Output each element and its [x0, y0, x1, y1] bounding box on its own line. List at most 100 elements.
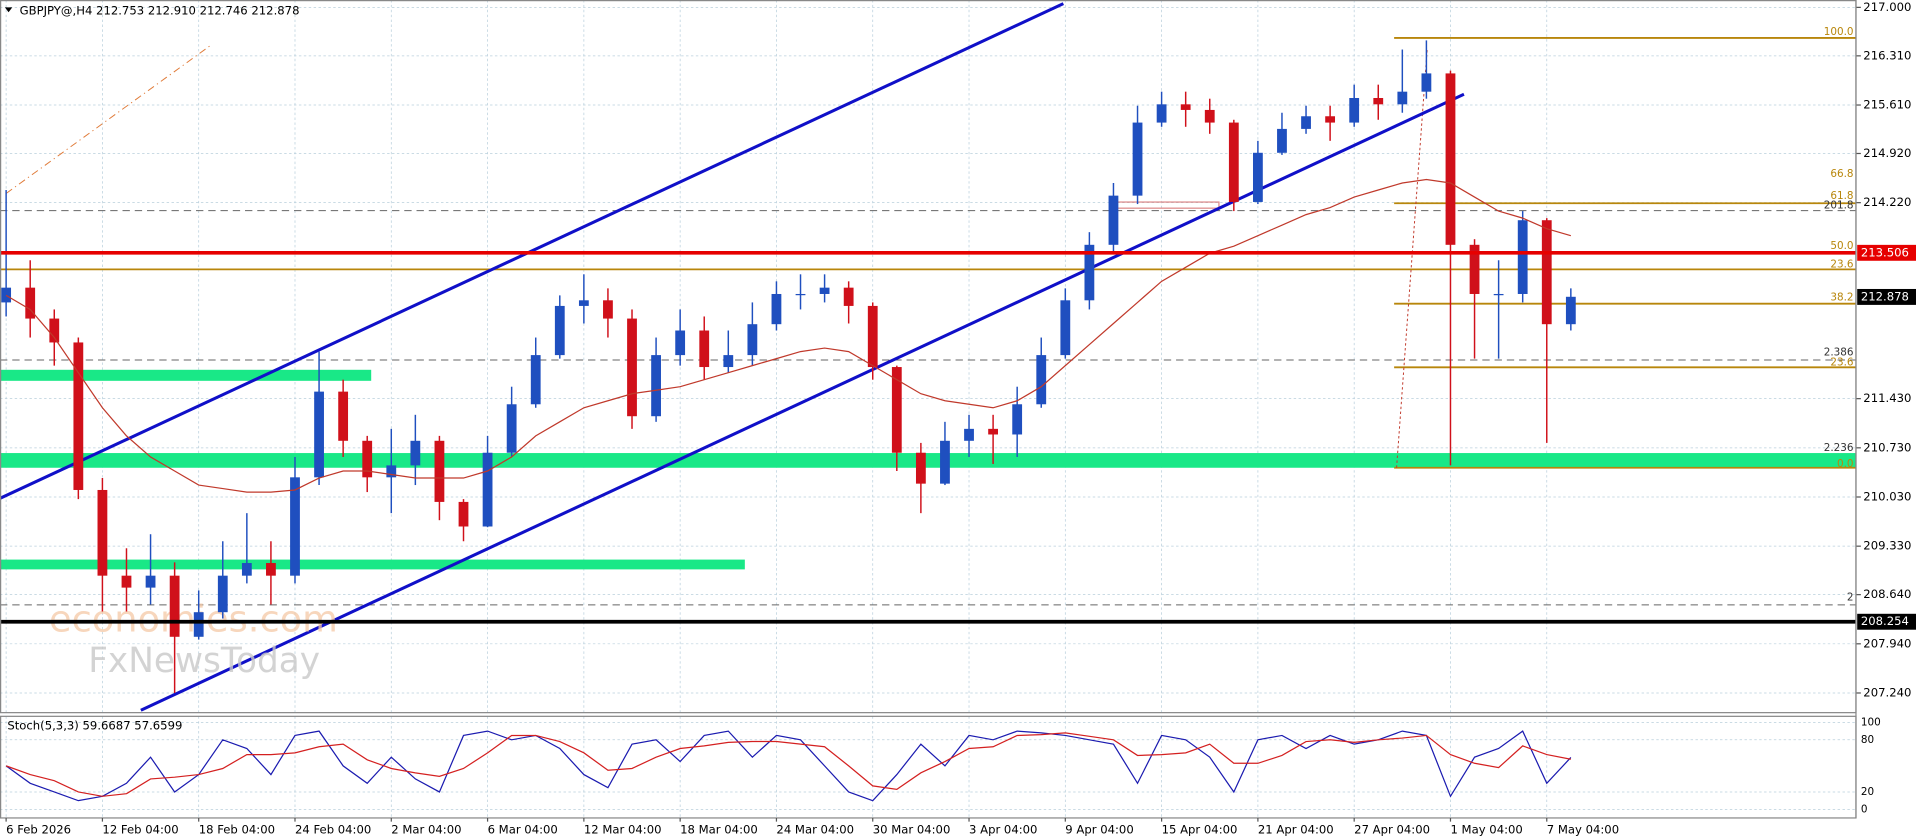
- y-tick-label: 210.030: [1863, 489, 1911, 503]
- y-tick-label: 209.330: [1863, 539, 1911, 553]
- x-tick-label: 9 Apr 04:00: [1065, 823, 1133, 837]
- candle-body: [386, 465, 397, 478]
- candle-body: [651, 355, 661, 417]
- candle-body: [843, 287, 854, 306]
- candle-body: [1301, 116, 1311, 129]
- stoch-line: [5, 732, 1571, 797]
- x-tick-label: 3 Apr 04:00: [969, 823, 1037, 837]
- y-tick-label: 0: [1861, 803, 1868, 815]
- fib-label: 0.0: [1837, 458, 1854, 470]
- stoch-line: [5, 730, 1572, 802]
- candle-body: [145, 575, 156, 588]
- x-tick-label: 21 Apr 04:00: [1258, 823, 1334, 837]
- marks: [0, 40, 1856, 802]
- channel-lower: [140, 92, 1465, 712]
- x-tick-label: 18 Mar 04:00: [680, 823, 758, 837]
- price-label: 213.506: [1861, 245, 1909, 259]
- candle-body: [1469, 244, 1480, 294]
- fib-label: 61.8: [1830, 190, 1853, 202]
- support-zone: [0, 559, 745, 570]
- candle-body: [1156, 104, 1167, 123]
- y-tick-label: 100: [1861, 716, 1881, 728]
- x-tick-label: 6 Mar 04:00: [488, 823, 558, 837]
- trend-line: [5, 44, 211, 194]
- price-label: 208.254: [1861, 614, 1909, 628]
- y-tick-label: 217.000: [1863, 0, 1911, 14]
- candle-body: [988, 428, 998, 435]
- y-tick-label: 207.240: [1863, 685, 1911, 699]
- candle-body: [217, 575, 228, 613]
- fib-label: 66.8: [1830, 168, 1853, 180]
- candle-body: [410, 440, 421, 466]
- candle-body: [97, 489, 108, 576]
- candle-body: [1493, 293, 1504, 296]
- menu-arrow[interactable]: [4, 7, 13, 13]
- candle-body: [1421, 73, 1432, 92]
- candle-body: [1084, 244, 1095, 301]
- candle-body: [699, 330, 710, 368]
- x-tick-label: 24 Feb 04:00: [295, 823, 371, 837]
- x-tick-label: 15 Apr 04:00: [1162, 823, 1238, 837]
- candle-body: [314, 391, 324, 478]
- x-tick-label: 18 Feb 04:00: [199, 823, 275, 837]
- x-tick-label: 27 Apr 04:00: [1354, 823, 1430, 837]
- candle-body: [1277, 128, 1287, 153]
- candle-body: [964, 428, 974, 441]
- candle-body: [603, 300, 613, 319]
- price-label-bg: [1857, 288, 1916, 305]
- candle-body: [193, 612, 204, 637]
- fib-label: 2: [1847, 592, 1854, 604]
- candle-body: [290, 477, 300, 576]
- candle-body: [241, 563, 252, 576]
- x-tick-label: 24 Mar 04:00: [776, 823, 854, 837]
- candle-body: [1108, 195, 1119, 245]
- support-zone: [0, 453, 1856, 468]
- candle-body: [891, 367, 902, 453]
- y-tick-label: 207.940: [1863, 636, 1911, 650]
- candle-body: [1012, 404, 1023, 435]
- candle-body: [338, 391, 349, 441]
- candle-body: [1373, 97, 1384, 105]
- candle-body: [940, 440, 950, 484]
- y-tick-label: 80: [1861, 734, 1874, 746]
- candle-body: [1204, 109, 1215, 123]
- candle-body: [1180, 104, 1191, 110]
- candle-body: [25, 287, 36, 319]
- candle-body: [675, 330, 686, 356]
- fib-label: 2.386: [1824, 347, 1854, 359]
- candle-body: [1036, 355, 1047, 405]
- candle-body: [49, 318, 60, 343]
- fib-label: 201.8: [1824, 200, 1854, 212]
- x-tick-label: 30 Mar 04:00: [873, 823, 951, 837]
- y-tick-label: 214.920: [1863, 146, 1911, 160]
- candle-body: [73, 342, 84, 490]
- candle-body: [458, 501, 469, 527]
- x-tick-label: 6 Feb 2026: [6, 823, 71, 837]
- candle-body: [482, 452, 493, 527]
- candle-body: [1397, 91, 1408, 105]
- fib-label: 50.0: [1830, 240, 1853, 252]
- price-label-bg: [1857, 244, 1916, 261]
- support-zone: [0, 369, 372, 381]
- x-tick-label: 2 Mar 04:00: [391, 823, 461, 837]
- candle-body: [1325, 116, 1336, 123]
- candle-body: [1565, 296, 1576, 325]
- candle-body: [1541, 220, 1552, 325]
- candle-body: [1228, 122, 1239, 202]
- candle-body: [1445, 73, 1456, 245]
- candle-body: [819, 287, 830, 294]
- candle-body: [1132, 122, 1143, 196]
- y-tick-label: 211.430: [1863, 391, 1911, 405]
- x-tick-label: 1 May 04:00: [1450, 823, 1522, 837]
- price-label: 212.878: [1861, 289, 1909, 303]
- y-tick-label: 216.310: [1863, 48, 1911, 62]
- candle-body: [915, 452, 926, 484]
- candle-body: [795, 293, 806, 296]
- chart-title: GBPJPY@,H4 212.753 212.910 212.746 212.8…: [20, 4, 300, 18]
- fib-label: 100.0: [1824, 26, 1854, 38]
- fib-label: 23.6: [1830, 258, 1853, 270]
- y-tick-label: 210.730: [1863, 440, 1911, 454]
- x-tick-label: 7 May 04:00: [1547, 823, 1619, 837]
- candle-body: [506, 404, 517, 453]
- candle-body: [530, 355, 541, 405]
